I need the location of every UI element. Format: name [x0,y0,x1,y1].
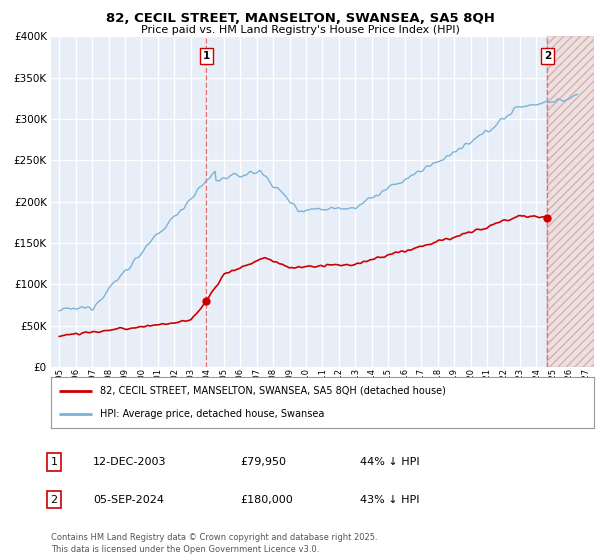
Text: 82, CECIL STREET, MANSELTON, SWANSEA, SA5 8QH: 82, CECIL STREET, MANSELTON, SWANSEA, SA… [106,12,494,25]
Text: 12-DEC-2003: 12-DEC-2003 [93,457,167,467]
Text: 2: 2 [50,494,58,505]
Text: £79,950: £79,950 [240,457,286,467]
Text: 44% ↓ HPI: 44% ↓ HPI [360,457,419,467]
Text: 1: 1 [203,52,210,61]
Text: HPI: Average price, detached house, Swansea: HPI: Average price, detached house, Swan… [100,409,324,419]
Bar [547,36,594,367]
Text: 2: 2 [544,52,551,61]
Text: 82, CECIL STREET, MANSELTON, SWANSEA, SA5 8QH (detached house): 82, CECIL STREET, MANSELTON, SWANSEA, SA… [100,386,446,396]
Text: 05-SEP-2024: 05-SEP-2024 [93,494,164,505]
Text: 43% ↓ HPI: 43% ↓ HPI [360,494,419,505]
Text: Contains HM Land Registry data © Crown copyright and database right 2025.
This d: Contains HM Land Registry data © Crown c… [51,533,377,554]
Text: 1: 1 [50,457,58,467]
Text: Price paid vs. HM Land Registry's House Price Index (HPI): Price paid vs. HM Land Registry's House … [140,25,460,35]
Bar [547,36,594,367]
Text: £180,000: £180,000 [240,494,293,505]
